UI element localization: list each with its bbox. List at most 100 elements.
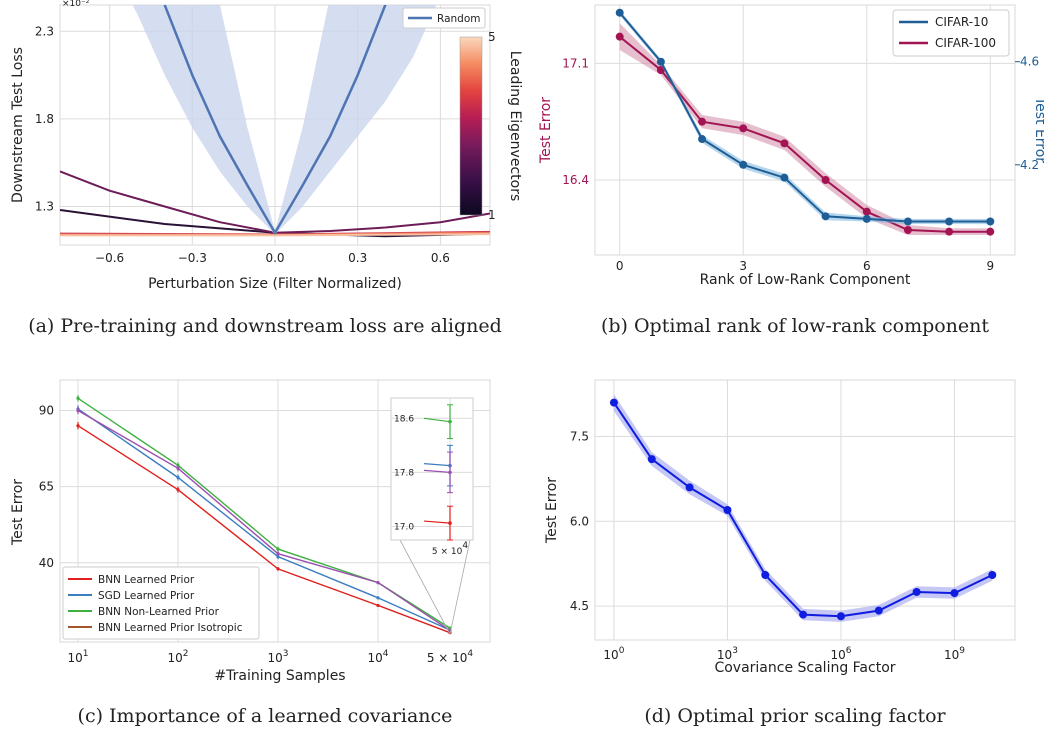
panel-c-legend-box <box>62 566 260 640</box>
inset-point-BNN Learned Prior Isotropic <box>448 470 452 475</box>
panel-c-legend-3: BNN Learned Prior Isotropic <box>98 622 243 634</box>
panel-a-offset-label: ×10⁻² <box>62 0 90 9</box>
panel-d-ytick-label: 4.5 <box>570 599 589 613</box>
colorbar-min-label: 1 <box>488 208 496 222</box>
panel-b-xtick-label: 9 <box>986 259 994 273</box>
panel-b-point-CIFAR-10 <box>698 135 707 144</box>
panel-a-xtick-label: −0.6 <box>95 251 124 265</box>
panel-a-legend: Random <box>402 7 486 29</box>
caption-d: (d) Optimal prior scaling factor <box>644 705 946 727</box>
panel-d-point <box>950 589 959 598</box>
panel-c-inset-frame <box>390 397 474 541</box>
panel-b-plot-area <box>615 8 995 236</box>
inset-ytick-label: 17.8 <box>394 468 414 478</box>
panel-a-ytick-label: 1.3 <box>35 199 54 213</box>
panel-c-point-BNN Learned Prior <box>376 603 380 608</box>
panel-d-plot-area <box>609 394 997 622</box>
inset-point-BNN Learned Prior <box>448 521 452 525</box>
panel-c-ytick-label: 40 <box>39 556 54 570</box>
panel-b-legend: CIFAR-10 CIFAR-100 <box>892 9 1010 57</box>
panel-b-point-CIFAR-100 <box>821 176 830 184</box>
inset-line-SGD Learned Prior <box>423 462 451 467</box>
caption-b: (b) Optimal rank of low-rank component <box>601 315 989 337</box>
panel-c-point-BNN Learned Prior Isotropic <box>76 408 80 413</box>
panel-b-point-CIFAR-100 <box>986 227 995 236</box>
panel-c-point-BNN Learned Prior <box>76 424 80 428</box>
panel-b-ytick-right: 4.2 <box>1020 158 1039 172</box>
panel-b-ytick-right: 4.6 <box>1020 55 1039 69</box>
panel-b-ylabel-left: Test Error <box>538 97 554 164</box>
panel-d-point <box>761 571 770 579</box>
caption-a: (a) Pre-training and downstream loss are… <box>28 315 502 337</box>
panel-a-legend-box <box>402 7 486 29</box>
panel-c-xtick-label: 5 × 104 <box>427 649 474 665</box>
panel-c-xlabel: #Training Samples <box>214 668 345 684</box>
panel-d-ytick-label: 6.0 <box>570 514 589 528</box>
panel-d-point <box>647 455 656 464</box>
panel-c-zoom-connector-left <box>399 539 451 635</box>
panel-c-legend-2: BNN Non-Learned Prior <box>98 606 220 618</box>
panel-d-point <box>988 571 997 579</box>
panel-a-ytick-label: 1.8 <box>35 112 54 126</box>
panel-c-point-BNN Learned Prior Isotropic <box>176 466 180 470</box>
panel-a-grid <box>60 5 490 245</box>
panel-b-xtick-label: 3 <box>739 259 747 273</box>
panel-a-plot-area <box>60 5 490 238</box>
panel-c-point-SGD Learned Prior <box>176 475 180 480</box>
panel-d-ytick-label: 7.5 <box>570 430 589 444</box>
panel-b-ytick-left: 17.1 <box>562 56 589 70</box>
panel-b-xtick-label: 0 <box>616 259 624 273</box>
panel-c-ylabel: Test Error <box>10 479 26 546</box>
panel-a-line-random <box>163 5 387 236</box>
panel-c-plot-area <box>76 395 471 635</box>
caption-c: (c) Importance of a learned covariance <box>78 705 453 727</box>
panel-a-xtick-label: 0.6 <box>431 251 450 265</box>
panel-b: 0 3 6 9 16.4 17.1 4.2 4.6 Rank of Low-Rank Comp… <box>538 4 1044 288</box>
inset-line-BNN Learned Prior Isotropic <box>423 469 451 473</box>
panel-b-line-CIFAR-10 <box>618 12 991 223</box>
panel-b-line-CIFAR-100 <box>619 35 991 233</box>
colorbar-label: Leading Eigenvectors <box>507 51 523 202</box>
panel-b-xtick-label: 6 <box>863 259 871 273</box>
panel-d-ylabel: Test Error <box>544 477 560 544</box>
panel-c-point-SGD Learned Prior <box>376 596 380 600</box>
inset-line-BNN Learned Prior <box>423 520 451 524</box>
panel-b-point-CIFAR-100 <box>903 226 912 234</box>
panel-a-ytick-label: 2.3 <box>35 24 54 38</box>
panel-b-point-CIFAR-10 <box>903 217 912 226</box>
panel-d-point <box>685 483 694 492</box>
colorbar-gradient <box>459 36 483 216</box>
panel-c-inset: 17.017.818.65 × 104 <box>390 397 474 557</box>
panel-c-legend: BNN Learned Prior SGD Learned Prior BNN … <box>62 566 260 640</box>
panel-b-point-CIFAR-100 <box>862 207 871 216</box>
inset-point-BNN Non-Learned Prior <box>448 419 452 424</box>
panel-b-point-CIFAR-10 <box>739 160 748 169</box>
panel-b-point-CIFAR-100 <box>739 124 748 133</box>
panel-a-legend-random: Random <box>437 13 480 25</box>
panel-b-point-CIFAR-10 <box>780 173 789 182</box>
panel-a-band-random <box>132 5 437 235</box>
panel-b-point-CIFAR-100 <box>698 117 707 126</box>
panel-c-point-BNN Non-Learned Prior <box>276 547 280 551</box>
panel-c-point-SGD Learned Prior <box>276 555 280 559</box>
panel-c-ytick-label: 65 <box>39 480 54 494</box>
panel-b-xlabel: Rank of Low-Rank Component <box>700 272 911 288</box>
panel-b-ylabel-right: Test Error <box>1032 96 1044 163</box>
colorbar-max-label: 5 <box>488 30 496 44</box>
panel-b-legend-cifar10: CIFAR-10 <box>935 15 988 29</box>
panel-c-legend-0: BNN Learned Prior <box>98 574 195 586</box>
panel-d-point <box>609 398 618 407</box>
panel-a-xlabel: Perturbation Size (Filter Normalized) <box>148 276 402 292</box>
panel-d-point <box>912 587 921 596</box>
panel-d-frame <box>594 379 1016 641</box>
panel-d-point <box>723 506 732 514</box>
panel-d-point <box>799 610 808 619</box>
panel-c-point-BNN Learned Prior Isotropic <box>376 580 380 585</box>
inset-ytick-label: 17.0 <box>394 522 414 532</box>
panel-c-legend-1: SGD Learned Prior <box>98 590 195 602</box>
panel-b-ytick-left: 16.4 <box>562 173 589 187</box>
panel-b-point-CIFAR-100 <box>780 139 789 148</box>
panel-a-xtick-label: 0.0 <box>265 251 284 265</box>
